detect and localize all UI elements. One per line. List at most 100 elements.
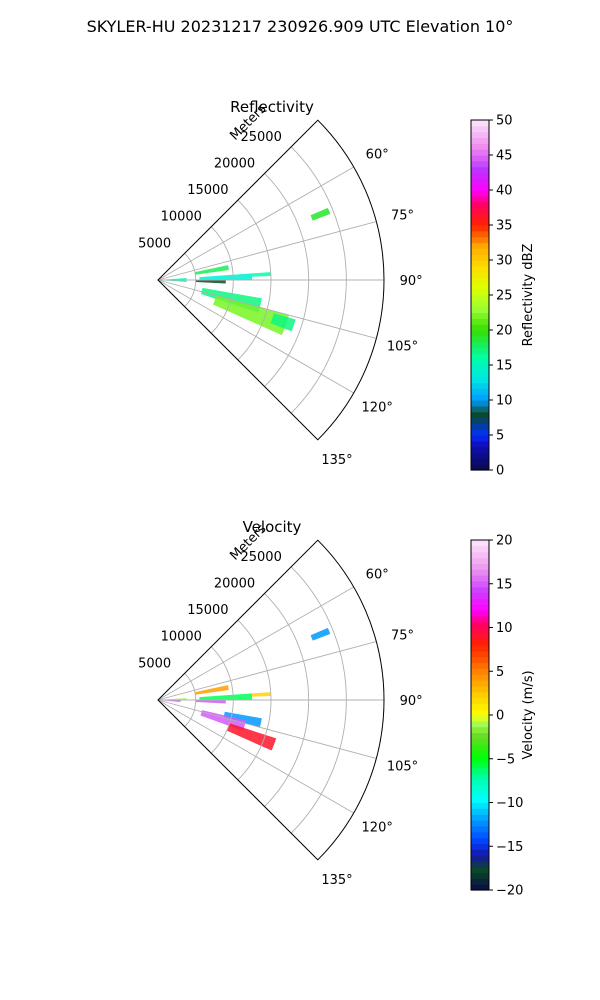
colorbar-segment <box>471 808 489 815</box>
colorbar-segment <box>471 627 489 634</box>
colorbar-segment <box>471 720 489 728</box>
echo-region-1 <box>194 265 229 275</box>
colorbar-segment <box>471 335 489 343</box>
colorbar-segment <box>471 580 489 588</box>
azimuth-tick-label-2: 90° <box>400 694 423 709</box>
colorbar-label: Reflectivity dBZ <box>521 244 536 347</box>
azimuth-spoke-3 <box>157 699 377 759</box>
colorbar-tick-label-4: 20 <box>496 324 513 339</box>
colorbar-segment <box>471 464 489 471</box>
range-tick-label-1: 10000 <box>161 630 202 645</box>
colorbar-segment <box>471 715 489 722</box>
colorbar-segment <box>471 440 489 448</box>
colorbar-segment <box>471 621 489 629</box>
colorbar-segment <box>471 155 489 162</box>
range-tick-label-3: 20000 <box>214 156 255 171</box>
colorbar-segment <box>471 551 489 559</box>
colorbar-segment <box>471 417 489 424</box>
colorbar-segment <box>471 685 489 693</box>
colorbar-tick-label-2: 10 <box>496 394 513 409</box>
echo-region-2 <box>199 693 253 700</box>
colorbar-segment <box>471 178 489 185</box>
colorbar-segment <box>471 341 489 349</box>
azimuth-tick-label-3: 105° <box>387 340 418 355</box>
azimuth-tick-label-0: 60° <box>366 567 389 582</box>
echo-region-7 <box>213 295 289 336</box>
azimuth-spoke-0 <box>157 166 354 281</box>
colorbar-segment <box>471 802 489 809</box>
colorbar-segment <box>471 277 489 284</box>
colorbar-segment <box>471 248 489 255</box>
range-tick-label-4: 25000 <box>240 130 281 145</box>
colorbar-segment <box>471 884 489 891</box>
echo-region-9 <box>226 723 277 751</box>
colorbar-segment <box>471 458 489 465</box>
range-tick-label-0: 5000 <box>138 236 171 251</box>
colorbar-segment <box>471 633 489 640</box>
colorbar-segment <box>471 540 489 547</box>
echo-region-4 <box>195 700 226 704</box>
colorbar-segment <box>471 814 489 821</box>
colorbar-segment <box>471 172 489 179</box>
colorbar-segment <box>471 755 489 763</box>
azimuth-tick-label-5: 135° <box>321 453 352 468</box>
colorbar-segment <box>471 411 489 419</box>
colorbar-segment <box>471 376 489 384</box>
colorbar-segment <box>471 796 489 804</box>
colorbar-segment <box>471 726 489 734</box>
colorbar-segment <box>471 592 489 599</box>
colorbar-segment <box>471 149 489 156</box>
azimuth-tick-label-5: 135° <box>321 873 352 888</box>
panel-title: Velocity <box>243 518 302 536</box>
panel-title: Reflectivity <box>230 98 314 116</box>
colorbar-tick-label-8: 40 <box>496 184 513 199</box>
colorbar-segment <box>471 563 489 570</box>
colorbar-segment <box>471 691 489 699</box>
colorbar-segment <box>471 779 489 786</box>
colorbar-segment <box>471 312 489 319</box>
colorbar-segment <box>471 831 489 839</box>
colorbar-segment <box>471 324 489 331</box>
colorbar-segment <box>471 429 489 436</box>
colorbar-segment <box>471 790 489 798</box>
colorbar-tick-label-4: 0 <box>496 709 504 724</box>
colorbar-segment <box>471 318 489 325</box>
colorbar-segment <box>471 750 489 757</box>
echo-region-3 <box>251 272 271 277</box>
colorbar-segment <box>471 394 489 401</box>
colorbar-segment <box>471 843 489 850</box>
panel-1: Velocity 60° 75° 90° 105° 120° 135° 5000 10000 15… <box>138 518 536 899</box>
colorbar-segment <box>471 709 489 716</box>
colorbar-segment <box>471 388 489 395</box>
colorbar-segment <box>471 283 489 290</box>
colorbar-segment <box>471 586 489 594</box>
colorbar-segment <box>471 557 489 564</box>
colorbar-segment <box>471 837 489 844</box>
colorbar-segment <box>471 668 489 675</box>
colorbar-segment <box>471 435 489 442</box>
colorbar-segment <box>471 265 489 273</box>
colorbar-tick-label-10: 50 <box>496 114 513 129</box>
echo-region-2 <box>199 273 253 280</box>
range-tick-label-4: 25000 <box>240 550 281 565</box>
colorbar-tick-label-1: −15 <box>496 840 523 855</box>
azimuth-tick-label-4: 120° <box>362 401 393 416</box>
azimuth-tick-label-2: 90° <box>400 274 423 289</box>
azimuth-spoke-3 <box>157 279 377 339</box>
azimuth-tick-label-4: 120° <box>362 821 393 836</box>
colorbar-segment <box>471 330 489 337</box>
colorbar-tick-label-3: −5 <box>496 752 515 767</box>
colorbar: 0 5 10 15 20 25 30 35 40 45 50 Reflectivity dBZ <box>470 114 536 479</box>
colorbar-segment <box>471 190 489 197</box>
colorbar-segment <box>471 347 489 354</box>
colorbar-segment <box>471 201 489 209</box>
colorbar-segment <box>471 446 489 454</box>
echo-region-8 <box>270 313 296 332</box>
colorbar-segment <box>471 545 489 553</box>
colorbar-segment <box>471 207 489 214</box>
panel-0: Reflectivity60°75°90°105°120°135°5000100… <box>138 98 536 479</box>
colorbar-segment <box>471 866 489 874</box>
colorbar-tick-label-0: 0 <box>496 464 504 479</box>
colorbar-segment <box>471 855 489 862</box>
